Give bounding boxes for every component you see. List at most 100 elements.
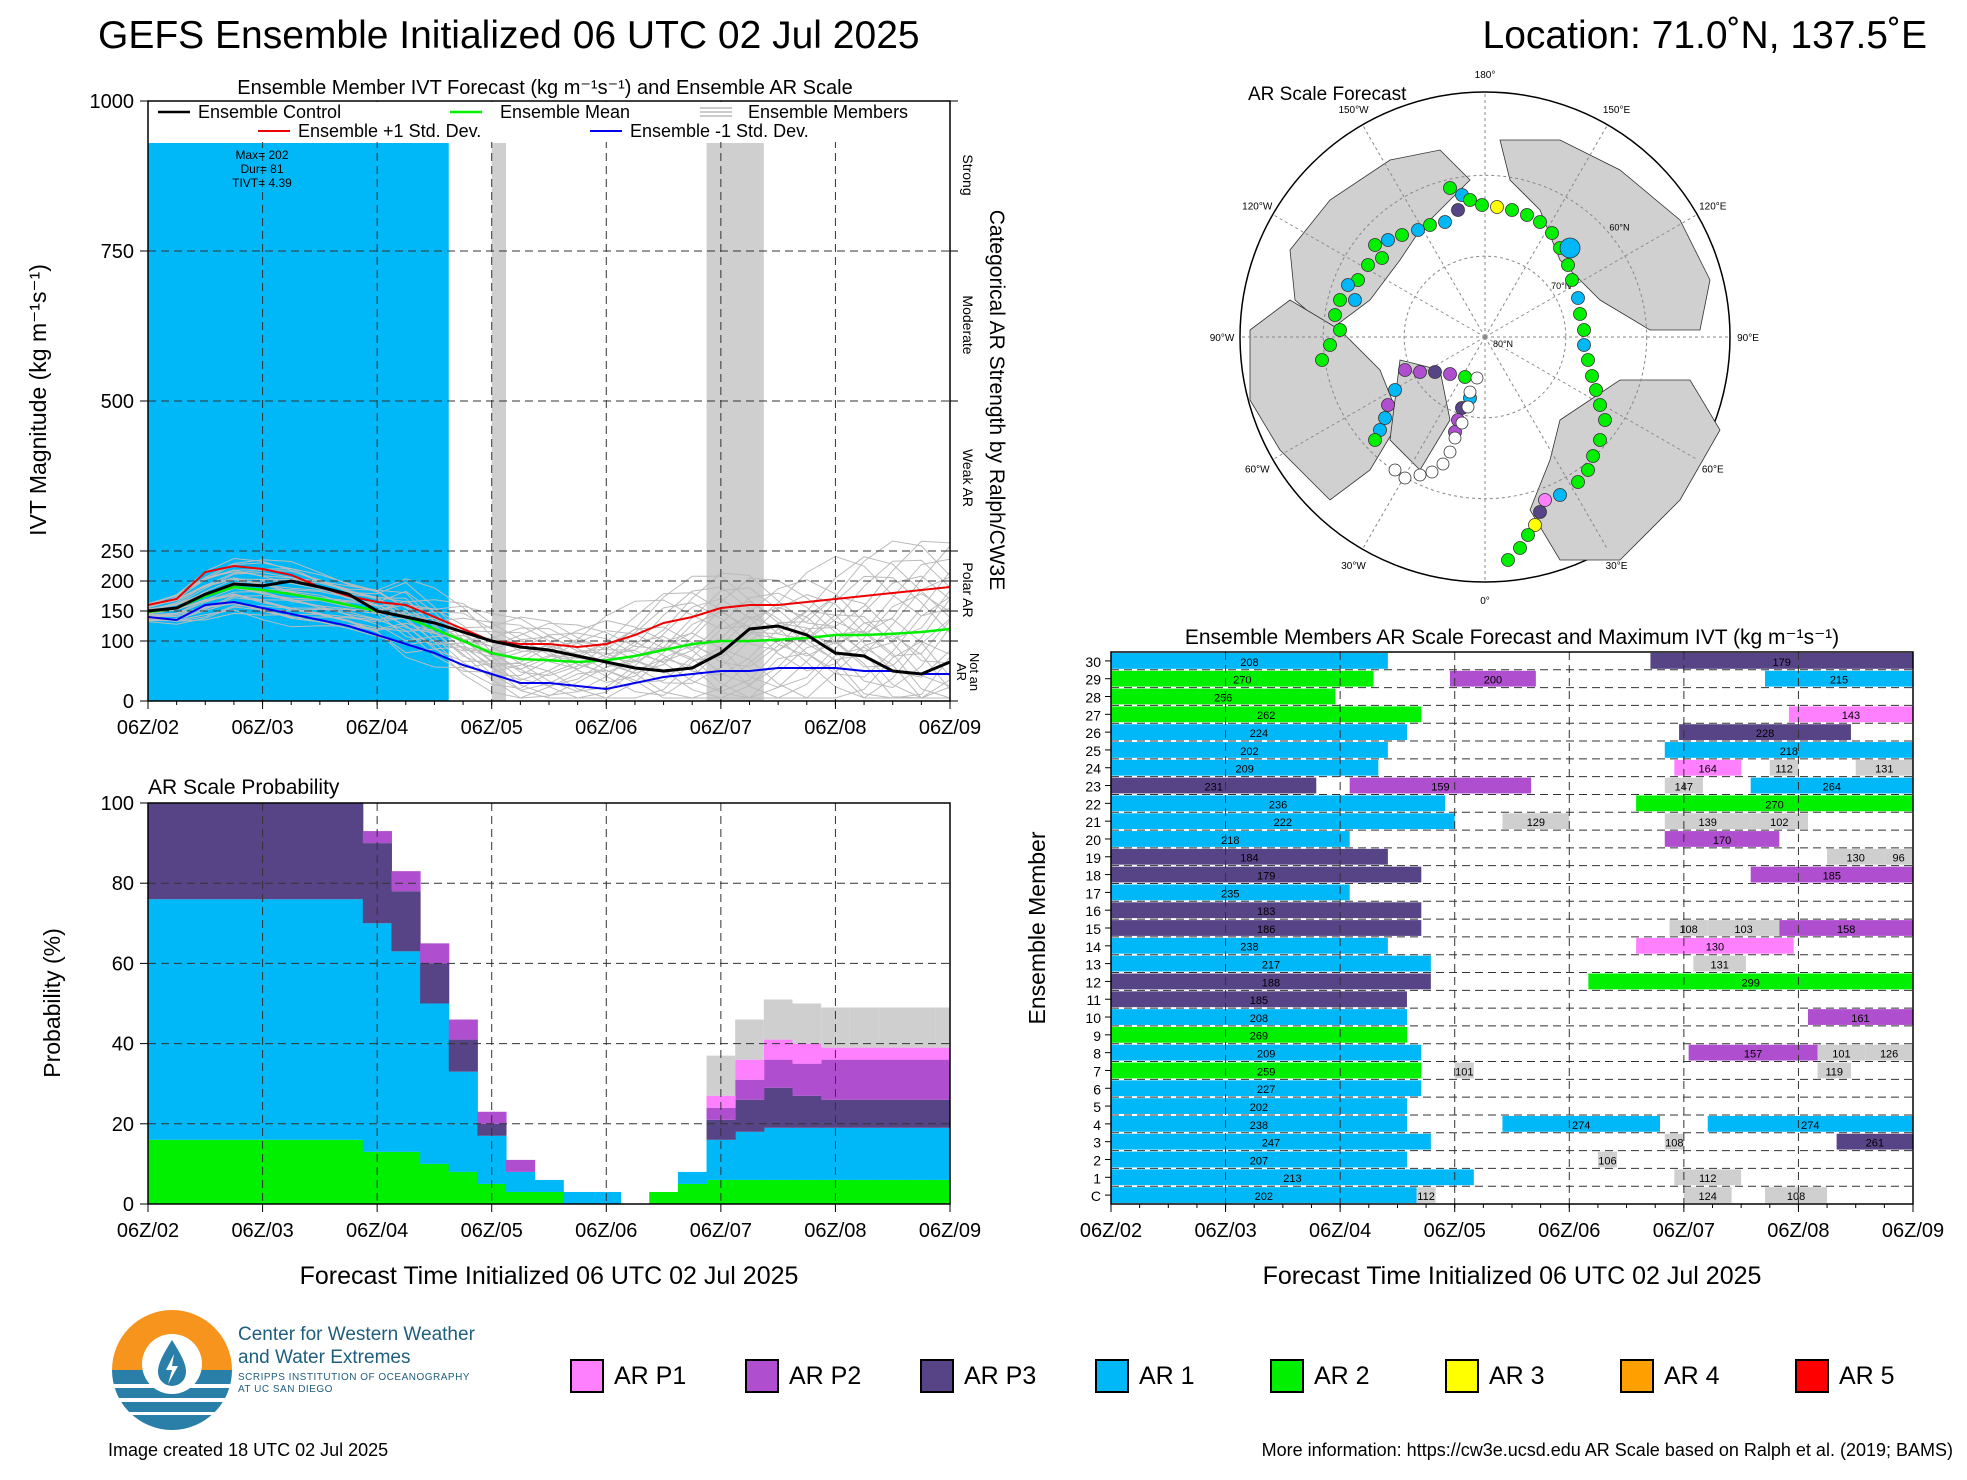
member-bar-label: 143 bbox=[1842, 710, 1860, 722]
member-bar bbox=[1111, 777, 1317, 794]
prob-bar-ar1 bbox=[448, 1071, 478, 1172]
member-bar-label: 179 bbox=[1773, 657, 1791, 669]
member-bar bbox=[1664, 813, 1751, 830]
prob-bar-arp2 bbox=[506, 1159, 536, 1172]
ivt-right-label: Categorical AR Strength by Ralph/CW3E bbox=[985, 210, 1008, 591]
ivt-ytick-label: 500 bbox=[101, 391, 134, 413]
map-lon-label: 30°W bbox=[1341, 561, 1366, 572]
member-bar-label: 185 bbox=[1823, 870, 1841, 882]
map-ar-point bbox=[1573, 307, 1587, 321]
member-ytick-label: 17 bbox=[1085, 885, 1101, 901]
member-bar bbox=[1597, 1151, 1618, 1168]
logo-line2: and Water Extremes bbox=[238, 1347, 411, 1368]
ivt-ytick-label: 200 bbox=[101, 571, 134, 593]
member-bar-label: 159 bbox=[1431, 781, 1449, 793]
member-bar bbox=[1111, 848, 1388, 865]
map-ar-point bbox=[1593, 433, 1607, 447]
map-ar-point bbox=[1565, 273, 1579, 287]
legend-minus-label: Ensemble -1 Std. Dev. bbox=[630, 121, 809, 141]
map-meridian bbox=[1484, 214, 1698, 338]
ivt-member-line bbox=[147, 572, 951, 670]
map-ar-point bbox=[1528, 518, 1542, 532]
member-bar bbox=[1683, 1187, 1732, 1203]
prob-bar-ar1 bbox=[391, 951, 421, 1152]
member-bar-label: 262 bbox=[1257, 710, 1275, 722]
map-noar-point bbox=[1398, 471, 1412, 485]
prob-bar-shade bbox=[878, 1007, 908, 1048]
map-lon-label: 150°W bbox=[1338, 105, 1369, 116]
member-ytick-label: 27 bbox=[1085, 707, 1101, 723]
ivt-xtick-label: 06Z/03 bbox=[231, 717, 293, 739]
member-bar-label: 200 bbox=[1484, 675, 1502, 687]
ivt-member-line bbox=[147, 571, 951, 663]
member-bar-label: 236 bbox=[1269, 799, 1287, 811]
map-ar-point bbox=[1328, 308, 1342, 322]
prob-bar-ar2 bbox=[763, 1179, 793, 1204]
map-location-point bbox=[1559, 237, 1581, 259]
ivt-xtick-label: 06Z/02 bbox=[117, 717, 179, 739]
member-bar bbox=[1588, 973, 1913, 990]
map-lon-label: 90°W bbox=[1210, 333, 1235, 344]
member-bar bbox=[1707, 920, 1780, 936]
map-ar-point bbox=[1423, 218, 1437, 232]
prob-xtick-label: 06Z/06 bbox=[575, 1220, 637, 1242]
logo-line1: Center for Western Weather bbox=[238, 1324, 475, 1345]
member-bar-label: 179 bbox=[1257, 870, 1275, 882]
member-bar bbox=[1111, 1062, 1422, 1079]
map-lon-label: 90°E bbox=[1737, 333, 1759, 344]
map-ar-point bbox=[1533, 505, 1547, 519]
member-bar bbox=[1836, 1133, 1913, 1150]
prob-bar-arp2 bbox=[935, 1059, 951, 1100]
member-bar-label: 238 bbox=[1250, 1120, 1268, 1132]
prob-bar-ar1 bbox=[878, 1127, 908, 1180]
member-bar-label: 106 bbox=[1598, 1155, 1616, 1167]
prob-bar-ar1 bbox=[907, 1127, 937, 1180]
member-ytick-label: 23 bbox=[1085, 779, 1101, 795]
member-bar-label: 227 bbox=[1257, 1084, 1275, 1096]
legend-label: AR P3 bbox=[964, 1361, 1037, 1390]
member-bar-label: 96 bbox=[1893, 853, 1905, 865]
member-ytick-label: 13 bbox=[1085, 957, 1101, 973]
member-bar bbox=[1111, 813, 1455, 830]
legend-swatch bbox=[570, 1359, 604, 1393]
member-ytick-label: 10 bbox=[1085, 1010, 1101, 1026]
member-bar bbox=[1111, 1009, 1407, 1025]
prob-bar-arp2 bbox=[849, 1059, 879, 1100]
member-ytick-label: 19 bbox=[1085, 850, 1101, 866]
member-bar bbox=[1674, 1169, 1742, 1186]
member-bar-label: 209 bbox=[1257, 1049, 1275, 1061]
ivt-legend-bg bbox=[150, 102, 940, 142]
member-bar-label: 224 bbox=[1250, 728, 1268, 740]
member-bar-label: 270 bbox=[1765, 799, 1783, 811]
member-bar-label: 183 bbox=[1257, 906, 1275, 918]
member-bar bbox=[1111, 706, 1422, 723]
member-bar-label: 218 bbox=[1780, 746, 1798, 758]
legend-item: AR 4 bbox=[1620, 1358, 1720, 1394]
member-bar-label: 228 bbox=[1756, 728, 1774, 740]
member-panel-title: Ensemble Members AR Scale Forecast and M… bbox=[1185, 626, 1839, 649]
map-noar-point bbox=[1425, 465, 1439, 479]
map-ar-point bbox=[1428, 365, 1442, 379]
cw3e-logo bbox=[108, 1306, 236, 1434]
prob-bar-arp1 bbox=[792, 1043, 822, 1064]
map-ar-point bbox=[1413, 365, 1427, 379]
member-bar-label: 119 bbox=[1825, 1066, 1843, 1078]
map-ar-point bbox=[1553, 488, 1567, 502]
legend-label: AR 3 bbox=[1489, 1361, 1545, 1390]
map-graticule bbox=[1322, 174, 1648, 500]
member-bar-label: 270 bbox=[1233, 675, 1251, 687]
ivt-member-line bbox=[148, 597, 951, 699]
map-ar-point bbox=[1315, 353, 1329, 367]
prob-bar-arp3 bbox=[305, 803, 335, 900]
member-bar-label: 164 bbox=[1699, 764, 1717, 776]
prob-bar-arp2 bbox=[706, 1107, 736, 1120]
member-bar bbox=[1111, 920, 1422, 936]
legend-label: AR 1 bbox=[1139, 1361, 1195, 1390]
prob-bar-shade bbox=[763, 999, 793, 1040]
ivt-ylabel: IVT Magnitude (kg m⁻¹s⁻¹) bbox=[25, 264, 51, 536]
ivt-member-line bbox=[147, 603, 951, 699]
map-meridian bbox=[1484, 336, 1698, 460]
map-ar-point bbox=[1411, 223, 1425, 237]
member-xtick-label: 06Z/03 bbox=[1194, 1220, 1256, 1242]
member-bar-label: 217 bbox=[1262, 960, 1280, 972]
